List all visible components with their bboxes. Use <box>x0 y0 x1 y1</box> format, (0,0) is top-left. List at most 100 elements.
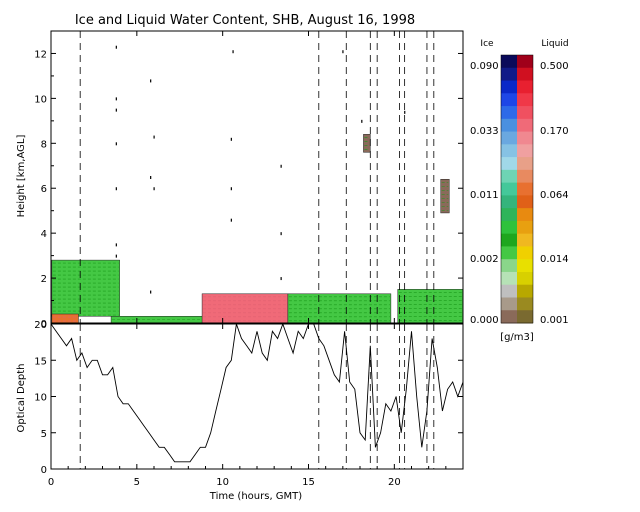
legend-ice-tick-label: 0.002 <box>470 254 499 265</box>
echo-speck <box>280 232 282 236</box>
heatmap-frame <box>50 30 464 324</box>
optical-depth-panel: 0 5 10 15 20 0 5 10 15 20 Optical Depth Time (ho… <box>16 320 464 502</box>
echo-speck <box>115 108 117 112</box>
echo-speck <box>115 187 117 191</box>
optical-depth-tick-label: 15 <box>34 356 47 367</box>
height-tick-label: 0 <box>41 319 47 330</box>
time-axis-label: Time (hours, GMT) <box>209 491 303 502</box>
legend-liquid-swatch <box>517 131 533 145</box>
legend-liquid-swatch <box>517 233 533 247</box>
legend-liquid-swatch <box>517 106 533 120</box>
legend-ice-swatch <box>501 144 517 158</box>
legend-ice-swatch <box>501 106 517 120</box>
echo-speck <box>342 50 344 54</box>
echo-speck <box>361 119 363 123</box>
height-tick-label: 2 <box>41 274 47 285</box>
legend-ice-swatch <box>501 80 517 94</box>
echo-speck <box>150 79 152 83</box>
legend-ice-swatch <box>501 118 517 133</box>
sparse-echoes <box>115 45 406 294</box>
legend-ice-swatch <box>501 284 517 298</box>
cloud-region-3 <box>110 316 206 323</box>
legend-ice-swatch <box>501 297 517 311</box>
legend-liquid-swatch <box>517 246 533 260</box>
legend-ice-swatch <box>501 93 517 107</box>
legend-liquid-swatch <box>517 208 533 222</box>
legend-liquid-swatch <box>517 67 533 82</box>
legend-liquid-tick-label: 0.170 <box>540 126 569 137</box>
echo-speck <box>232 50 234 54</box>
echo-speck <box>280 164 282 168</box>
time-axis: 0 5 10 15 20 <box>48 324 447 488</box>
legend-ice-swatch <box>501 195 517 209</box>
echo-speck <box>153 135 155 139</box>
time-tick-label: 5 <box>134 477 140 488</box>
legend-ice-swatch <box>501 131 517 145</box>
legend-ice-swatch <box>501 55 517 69</box>
legend-units: [g/m3] <box>500 332 534 343</box>
time-tick-label: 10 <box>216 477 229 488</box>
height-tick-label: 10 <box>34 94 47 105</box>
echo-speck <box>153 187 155 191</box>
cloud-regions <box>51 134 463 323</box>
legend-liquid-tick-label: 0.014 <box>540 254 569 265</box>
height-tick-label: 6 <box>41 184 47 195</box>
optical-depth-tick-label: 5 <box>41 429 47 440</box>
heatmap-panel: 0 2 4 6 8 10 12 Height [km,AGL] <box>16 30 464 330</box>
optical-depth-line <box>51 324 463 463</box>
legend-frame <box>500 54 534 324</box>
legend-liquid-label: Liquid <box>541 39 568 49</box>
optical-depth-tick-label: 0 <box>41 465 47 476</box>
echo-speck <box>230 137 232 141</box>
legend-ice-swatch <box>501 246 517 260</box>
legend-ice-swatch <box>501 208 517 222</box>
optical-depth-axis: 0 5 10 15 20 <box>34 320 463 476</box>
legend-ice-swatch <box>501 310 517 324</box>
legend-liquid-tick-label: 0.064 <box>540 190 569 201</box>
echo-speck <box>115 45 117 49</box>
height-tick-label: 12 <box>34 49 47 60</box>
legend-ice-tick-label: 0.090 <box>470 61 499 72</box>
optical-depth-tick-label: 20 <box>34 320 47 331</box>
dashed-markers-bottom <box>79 324 435 469</box>
legend-liquid-swatch <box>517 55 533 69</box>
legend-ice-tick-label: 0.033 <box>470 126 499 137</box>
legend-liquid-swatch <box>517 284 533 298</box>
legend-liquid-swatch <box>517 157 533 171</box>
legend-liquid-swatch <box>517 310 533 324</box>
legend-liquid-swatch <box>517 169 533 184</box>
legend-liquid-tick-label: 0.001 <box>540 315 569 326</box>
legend-liquid-swatch <box>517 182 533 196</box>
cloud-region-2 <box>51 313 79 323</box>
echo-speck <box>404 110 406 114</box>
echo-speck <box>230 187 232 191</box>
echo-speck <box>115 142 117 146</box>
time-tick-label: 20 <box>388 477 401 488</box>
legend-liquid-swatch <box>517 259 533 273</box>
legend-ice-swatch <box>501 259 517 273</box>
echo-speck <box>115 97 117 101</box>
legend-ice-label: Ice <box>480 39 494 49</box>
legend-ice-swatch <box>501 182 517 196</box>
legend-liquid-swatch <box>517 93 533 107</box>
legend-liquid-swatch <box>517 80 533 94</box>
echo-speck <box>115 243 117 247</box>
color-legend: Ice Liquid 0.090 0.033 0.011 0.002 0.000 0.5… <box>470 39 569 343</box>
legend-ice-tick-label: 0.000 <box>470 315 499 326</box>
legend-liquid-tick-label: 0.500 <box>540 61 569 72</box>
legend-liquid-swatch <box>517 220 533 235</box>
echo-speck <box>280 277 282 281</box>
legend-ice-swatch <box>501 220 517 235</box>
optical-depth-frame <box>50 323 464 470</box>
cloud-region-5 <box>287 293 392 323</box>
legend-ice-swatch <box>501 233 517 247</box>
echo-speck <box>230 218 232 222</box>
legend-ice-swatch <box>501 271 517 286</box>
legend-ice-tick-label: 0.011 <box>470 190 499 201</box>
echo-speck <box>150 290 152 294</box>
legend-liquid-swatch <box>517 195 533 209</box>
cloud-region-6 <box>397 289 463 323</box>
legend-liquid-ticks: 0.500 0.170 0.064 0.014 0.001 <box>540 61 569 326</box>
cloud-region-4 <box>201 293 289 323</box>
